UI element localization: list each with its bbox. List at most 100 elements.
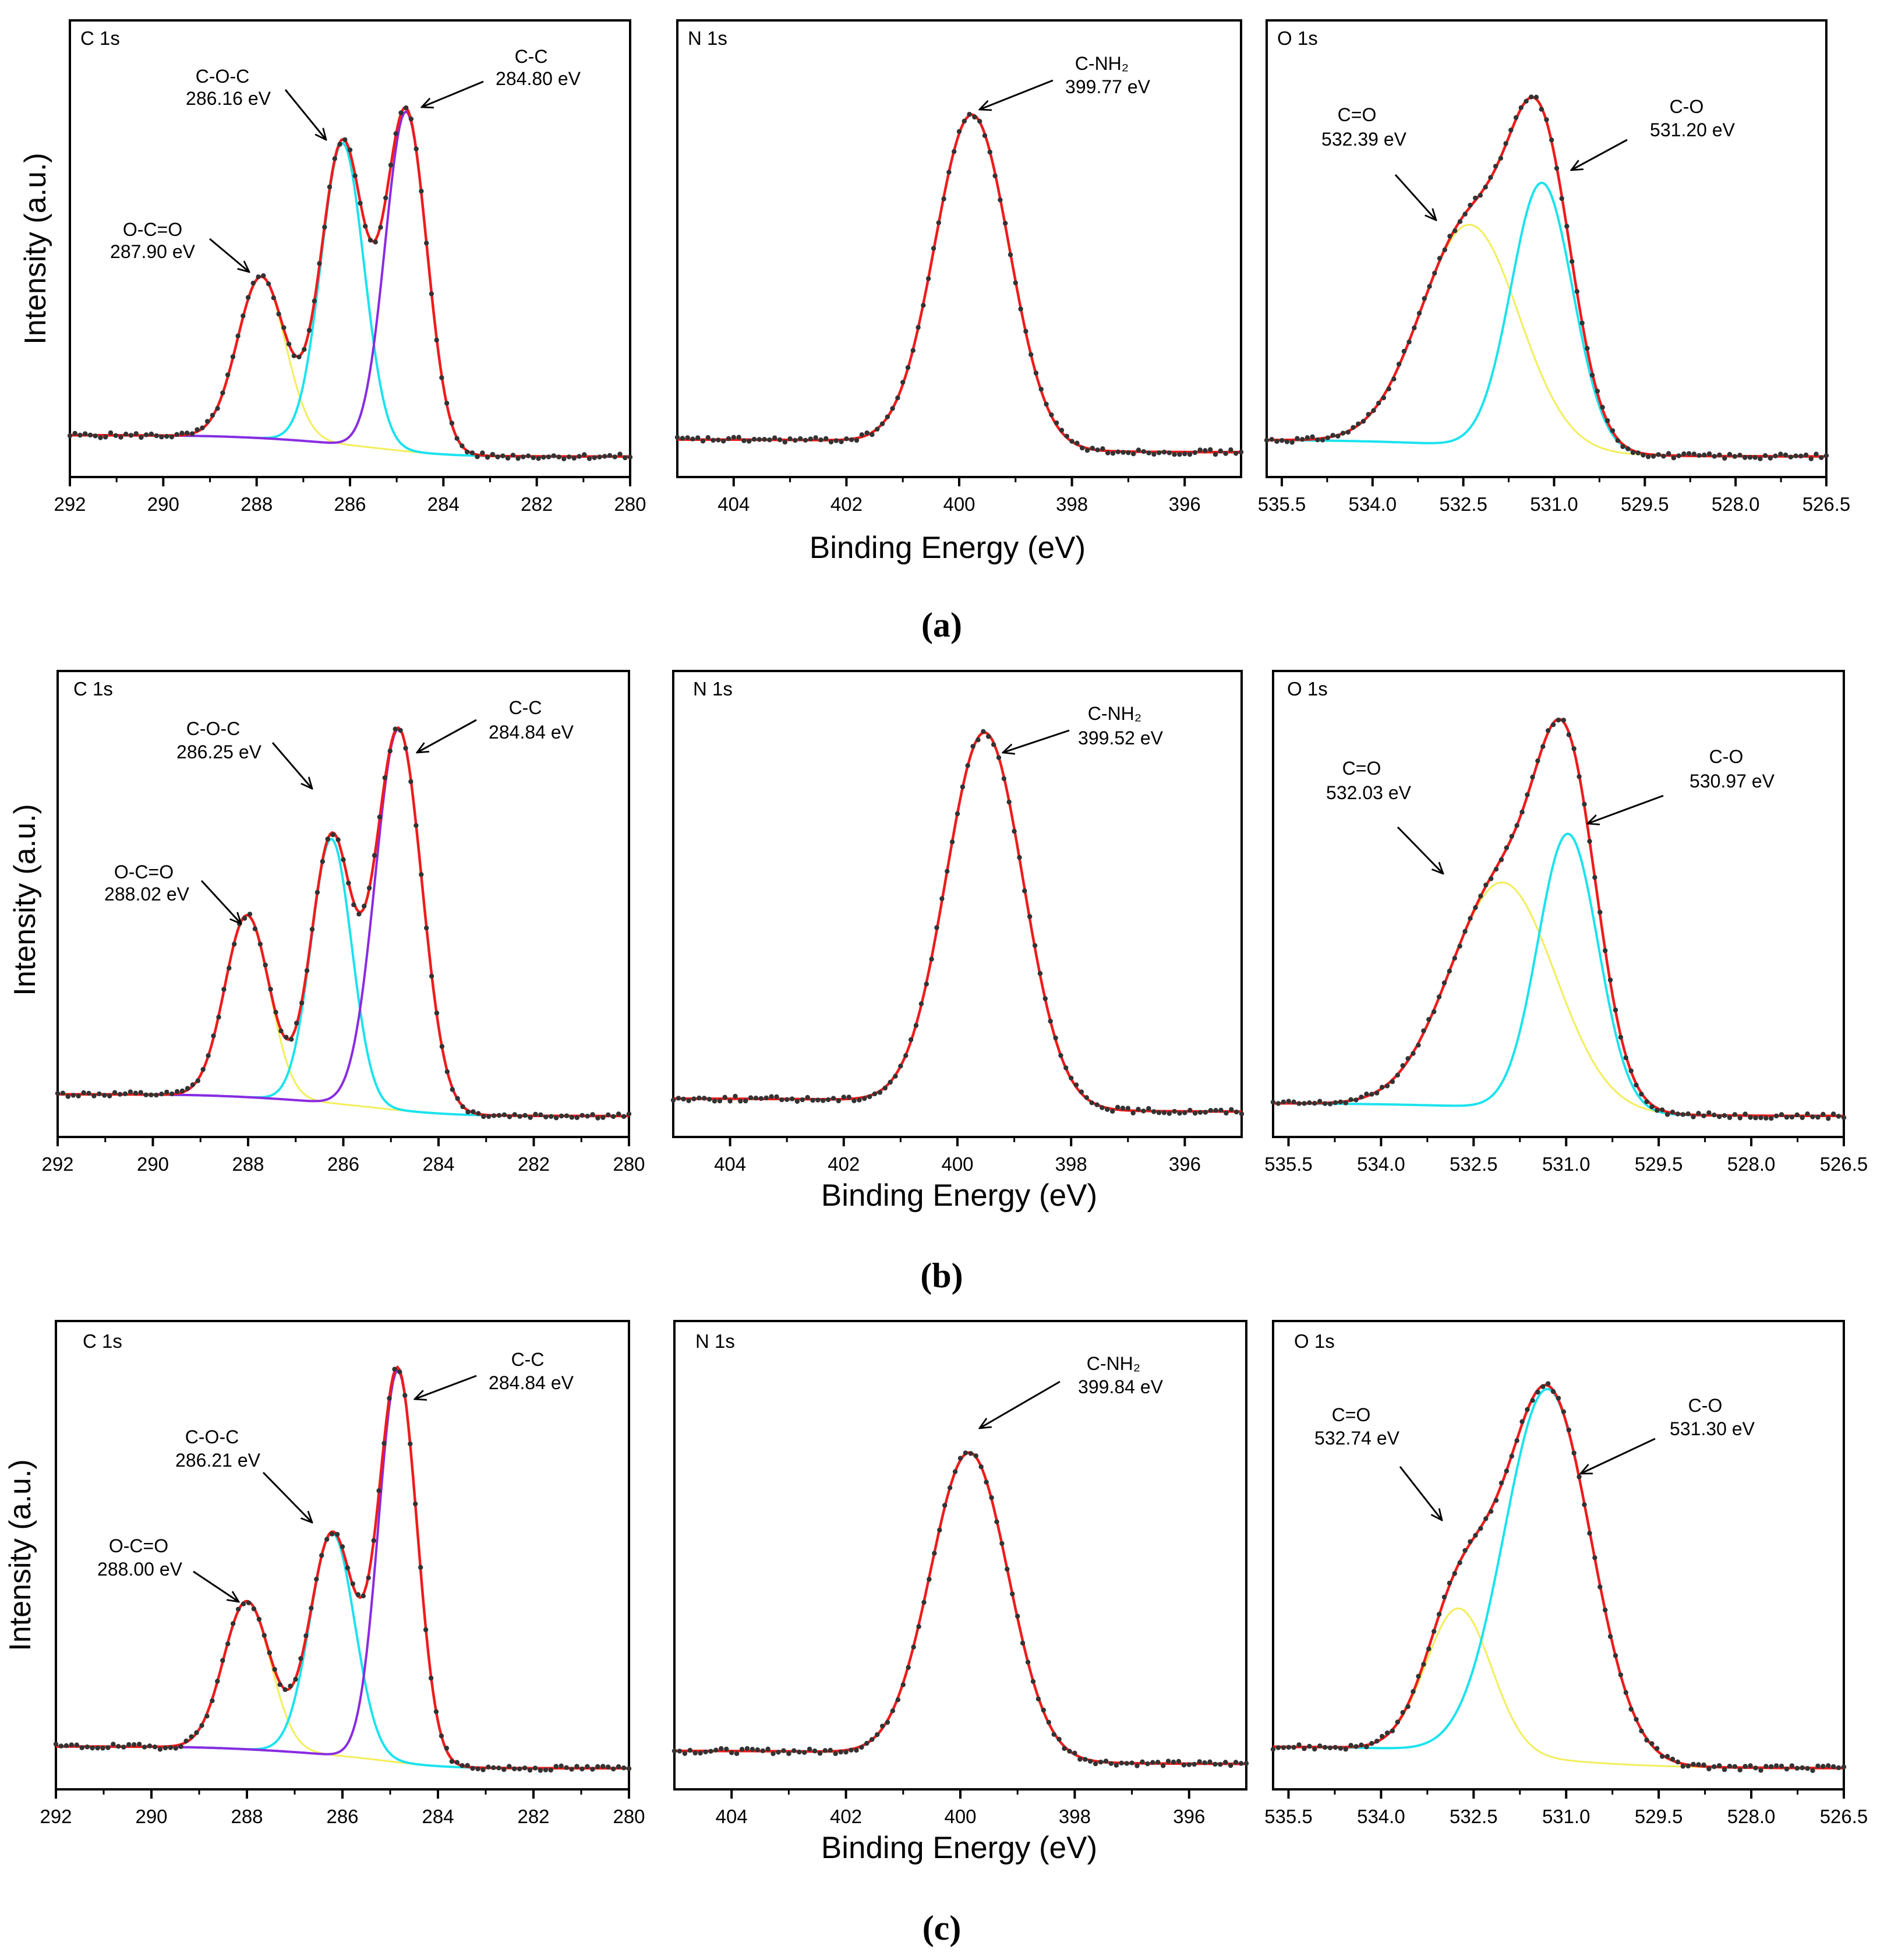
x-tick-label: 404: [716, 1806, 748, 1827]
data-point: [1549, 137, 1554, 143]
data-point: [304, 968, 310, 973]
data-point: [1691, 451, 1697, 457]
data-point: [1712, 1113, 1717, 1118]
data-point: [949, 839, 955, 845]
data-point: [733, 1093, 738, 1099]
x-tick-label: 284: [427, 493, 459, 515]
x-tick-label: 402: [830, 1806, 862, 1827]
data-point: [281, 325, 287, 330]
data-point: [1664, 1754, 1670, 1759]
data-point: [469, 450, 475, 455]
data-point: [1264, 437, 1270, 443]
data-point: [190, 1082, 196, 1087]
data-point: [996, 755, 1002, 760]
data-point: [1084, 1095, 1090, 1100]
data-point: [164, 1089, 169, 1095]
data-point: [1821, 1111, 1826, 1117]
data-point: [864, 1740, 869, 1746]
data-point: [58, 1743, 64, 1749]
data-point: [812, 1748, 818, 1754]
data-point: [372, 853, 377, 858]
data-point: [79, 1745, 84, 1750]
series-layer: [1270, 718, 1847, 1121]
data-point: [1286, 1099, 1291, 1104]
data-point: [63, 1743, 69, 1749]
data-point: [705, 435, 711, 440]
data-point: [1758, 1115, 1763, 1121]
data-point: [982, 133, 988, 138]
data-point: [627, 454, 633, 460]
data-point: [1140, 1759, 1145, 1764]
annotation-arrow: [284, 89, 326, 140]
data-point: [739, 1747, 745, 1752]
data-point: [810, 1097, 815, 1103]
data-point: [1095, 447, 1100, 453]
data-point: [1597, 909, 1603, 915]
data-point: [174, 1089, 180, 1094]
panel-c1s-a: 292 290 288 286 284 282 280 C 1s O-C=O 287.90 …: [54, 19, 646, 515]
data-point: [823, 436, 829, 442]
data-point: [1020, 1640, 1026, 1646]
data-point: [1696, 1762, 1701, 1767]
data-point: [1826, 1116, 1831, 1121]
data-point: [1270, 1100, 1276, 1105]
data-point: [1120, 1106, 1126, 1111]
data-point: [1384, 1730, 1390, 1736]
data-point: [606, 1764, 611, 1770]
data-point: [1124, 1761, 1129, 1766]
data-point: [1826, 1763, 1831, 1768]
data-point: [86, 1090, 91, 1096]
data-point: [1634, 1717, 1639, 1722]
data-point: [439, 1733, 444, 1739]
data-point: [1768, 455, 1773, 461]
data-point: [434, 1011, 440, 1016]
data-point: [1027, 914, 1033, 919]
data-point: [595, 1764, 600, 1770]
data-point: [800, 1097, 805, 1103]
data-point: [1556, 718, 1561, 723]
data-point: [1105, 450, 1111, 455]
data-point: [798, 436, 803, 442]
data-point: [1307, 1100, 1312, 1106]
data-point: [776, 1750, 781, 1755]
data-point: [299, 1000, 305, 1006]
annotation-value: 531.30 eV: [1670, 1418, 1755, 1439]
data-point: [682, 1751, 688, 1756]
data-point: [1238, 1761, 1244, 1766]
data-point: [278, 1028, 284, 1034]
data-point: [408, 116, 414, 122]
data-point: [1660, 1754, 1665, 1759]
data-point: [994, 1519, 999, 1524]
data-point: [398, 728, 403, 733]
data-point: [1742, 1111, 1748, 1117]
data-point: [1003, 221, 1008, 226]
annotation-arrow: [417, 719, 477, 753]
data-point: [1504, 845, 1510, 850]
x-tick-label: 529.5: [1621, 493, 1669, 515]
data-point: [1503, 141, 1508, 146]
data-point: [1691, 1761, 1696, 1767]
data-point: [475, 454, 480, 460]
x-tick-label: 400: [941, 1153, 973, 1175]
x-tick-label: 532.5: [1450, 1153, 1498, 1175]
data-point: [1737, 1115, 1742, 1121]
data-point: [986, 734, 991, 739]
data-point: [1421, 1662, 1426, 1667]
data-point: [1295, 436, 1300, 441]
data-point: [352, 173, 358, 178]
x-ticks: 404 402 400 398 396: [716, 1789, 1205, 1827]
data-point: [1763, 453, 1768, 458]
data-point: [1514, 823, 1519, 828]
annotation-value: 288.02 eV: [104, 884, 190, 905]
annotation-label: C-O: [1688, 1395, 1723, 1416]
data-point: [512, 1112, 517, 1117]
data-point: [1613, 1653, 1618, 1658]
data-point: [413, 1501, 418, 1507]
data-point: [1322, 1744, 1328, 1750]
data-point: [434, 337, 439, 343]
data-point: [1701, 1762, 1706, 1768]
data-point: [235, 333, 241, 338]
data-point: [117, 1092, 123, 1097]
data-point: [1013, 280, 1019, 285]
data-point: [1281, 1745, 1286, 1750]
